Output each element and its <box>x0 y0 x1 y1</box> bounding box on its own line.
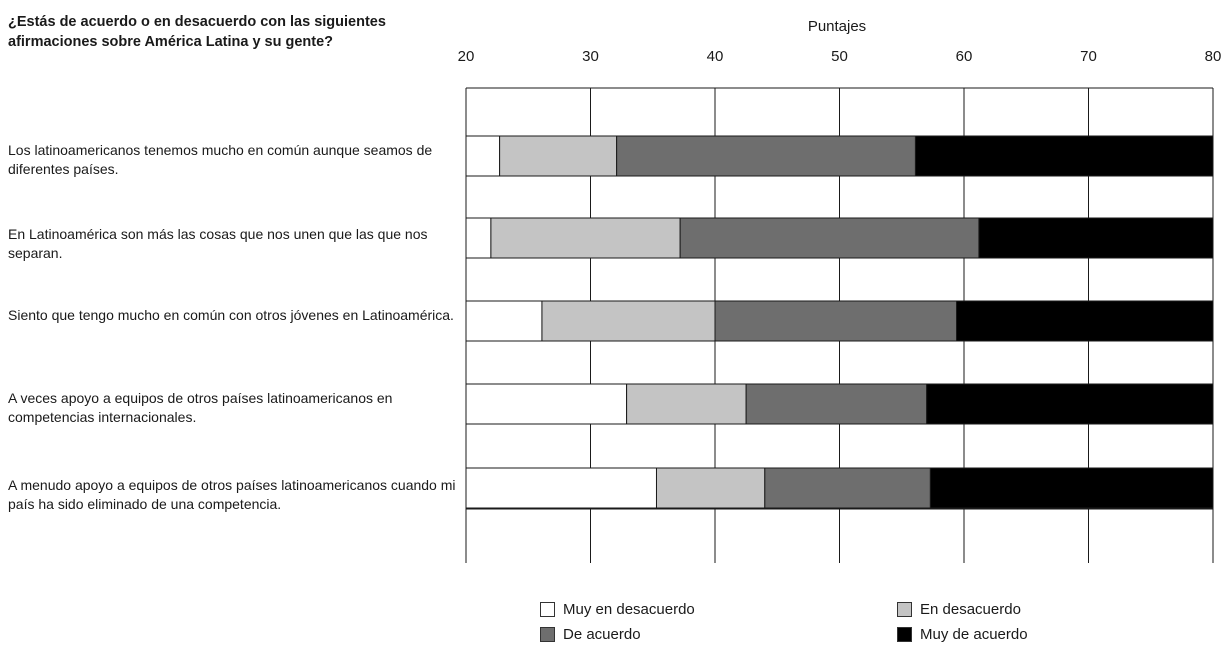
seg-en-desacuerdo <box>655 467 766 509</box>
seg-muy-de-acuerdo <box>926 383 1214 425</box>
seg-de-acuerdo <box>764 467 931 509</box>
question-title: ¿Estás de acuerdo o en desacuerdo con la… <box>8 14 386 50</box>
seg-en-desacuerdo <box>490 217 681 259</box>
x-tick-labels: 20 30 40 50 60 70 80 <box>458 48 1222 65</box>
bar-row-4 <box>465 383 1214 425</box>
x-tick-label: 70 <box>1080 48 1097 65</box>
seg-de-acuerdo <box>679 217 980 259</box>
seg-en-desacuerdo <box>626 383 747 425</box>
seg-de-acuerdo <box>714 300 958 342</box>
seg-muy-en-desacuerdo <box>465 300 543 342</box>
x-tick-label: 50 <box>831 48 848 65</box>
bar-row-2 <box>465 217 1214 259</box>
legend-swatch-muy-de-acuerdo <box>897 627 912 642</box>
legend-item-en-desacuerdo: En desacuerdo <box>897 601 1021 618</box>
statement-label-4: A veces apoyo a equipos de otros países … <box>8 390 393 425</box>
seg-en-desacuerdo <box>541 300 716 342</box>
legend-item-muy-en-desacuerdo: Muy en desacuerdo <box>540 601 695 618</box>
seg-en-desacuerdo <box>499 135 618 177</box>
seg-muy-de-acuerdo <box>978 217 1214 259</box>
legend-label-en-desacuerdo: En desacuerdo <box>920 601 1021 618</box>
statement-label-2: En Latinoamérica son más las cosas que n… <box>8 226 428 261</box>
legend-label-muy-de-acuerdo: Muy de acuerdo <box>920 626 1028 643</box>
statement-label-3: Siento que tengo mucho en común con otro… <box>8 307 454 323</box>
legend-label-de-acuerdo: De acuerdo <box>563 626 641 643</box>
seg-de-acuerdo <box>616 135 916 177</box>
x-tick-label: 80 <box>1205 48 1222 65</box>
seg-muy-de-acuerdo <box>956 300 1214 342</box>
bars <box>465 135 1214 509</box>
seg-muy-en-desacuerdo <box>465 467 657 509</box>
seg-de-acuerdo <box>745 383 928 425</box>
x-tick-label: 60 <box>956 48 973 65</box>
x-tick-label: 30 <box>582 48 599 65</box>
legend-swatch-muy-en-desacuerdo <box>540 602 555 617</box>
seg-muy-en-desacuerdo <box>465 135 501 177</box>
bar-row-1 <box>465 135 1214 177</box>
seg-muy-en-desacuerdo <box>465 217 492 259</box>
statement-label-1: Los latinoamericanos tenemos mucho en co… <box>8 142 433 177</box>
bar-row-5 <box>465 467 1214 509</box>
seg-muy-en-desacuerdo <box>465 383 628 425</box>
seg-muy-de-acuerdo <box>929 467 1214 509</box>
x-tick-label: 40 <box>707 48 724 65</box>
legend-swatch-de-acuerdo <box>540 627 555 642</box>
bar-row-3 <box>465 300 1214 342</box>
x-axis-title: Puntajes <box>808 18 866 35</box>
x-tick-label: 20 <box>458 48 475 65</box>
legend-label-muy-en-desacuerdo: Muy en desacuerdo <box>563 601 695 618</box>
legend-swatch-en-desacuerdo <box>897 602 912 617</box>
seg-muy-de-acuerdo <box>914 135 1214 177</box>
legend-item-muy-de-acuerdo: Muy de acuerdo <box>897 626 1028 643</box>
legend-item-de-acuerdo: De acuerdo <box>540 626 641 643</box>
statement-label-5: A menudo apoyo a equipos de otros países… <box>8 477 456 512</box>
